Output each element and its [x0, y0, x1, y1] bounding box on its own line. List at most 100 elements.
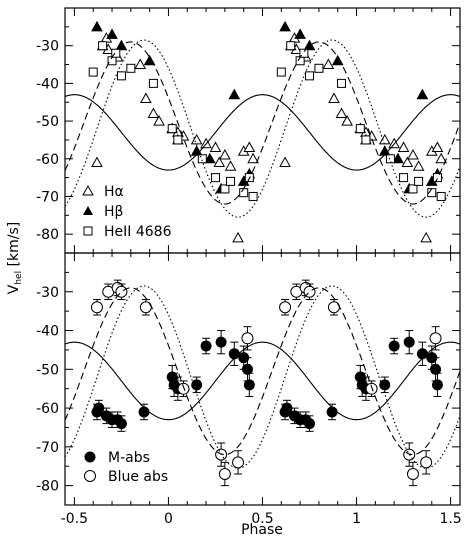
data-point-square-open [314, 63, 324, 73]
top-y-tick-label: -50 [36, 114, 59, 130]
top-y-tick-label: -80 [36, 227, 59, 243]
data-point-circle-filled [200, 340, 212, 352]
data-point-triangle-open [147, 107, 160, 119]
data-point-circle-open [429, 332, 442, 345]
y-axis-label-unit: [km/s] [6, 222, 22, 271]
data-point-triangle-open [328, 92, 340, 103]
data-point-triangle-open [224, 160, 237, 171]
x-axis-label: Phase [241, 522, 283, 538]
data-point-square-open [173, 135, 183, 145]
bottom-dotted-fit-curve [64, 285, 461, 469]
data-point-triangle-open [412, 160, 425, 171]
top-y-tick-label: -40 [36, 76, 59, 92]
data-point-circle-open [420, 456, 433, 469]
data-point-circle-open [177, 382, 190, 395]
data-point-circle-open [279, 301, 292, 314]
data-point-triangle-filled [91, 20, 103, 32]
bottom-y-tick-label: -60 [36, 401, 59, 417]
data-point-triangle-open [190, 133, 203, 145]
x-tick-label: 0.5 [251, 511, 273, 527]
data-point-triangle-filled [228, 88, 241, 100]
data-point-circle-open [406, 467, 419, 480]
data-point-triangle-open [397, 141, 410, 152]
data-point-circle-filled [431, 379, 443, 391]
y-axis-label: Vhel [km/s] [6, 222, 24, 294]
legend-label-blue-abs: Blue abs [108, 469, 168, 485]
bottom-y-tick-label: -30 [36, 285, 59, 301]
data-point-triangle-filled [106, 28, 118, 39]
data-point-square-open [148, 78, 158, 88]
top-y-tick-label: -70 [36, 189, 59, 205]
bottom-y-tick-label: -70 [36, 440, 59, 456]
x-tick-label: -0.5 [61, 511, 88, 527]
data-point-triangle-open [335, 107, 348, 119]
bottom-panel: M-abs Blue abs [64, 252, 461, 506]
data-point-circle-filled [93, 402, 105, 414]
data-point-triangle-filled [303, 39, 316, 51]
data-point-square-open [116, 71, 126, 81]
legend-circle-filled-icon [84, 451, 96, 463]
data-point-triangle-open [322, 58, 335, 70]
data-point-square-open [210, 173, 220, 183]
data-point-triangle-open [219, 148, 231, 160]
data-point-circle-filled [215, 336, 227, 348]
data-point-circle-filled [228, 348, 240, 360]
data-point-square-open [167, 124, 177, 134]
data-point-square-open [414, 176, 424, 186]
data-point-triangle-open [279, 156, 291, 168]
bottom-y-tick-label: -40 [36, 324, 59, 340]
data-point-triangle-open [209, 141, 222, 152]
data-point-circle-filled [115, 418, 127, 430]
data-point-square-open [220, 184, 230, 194]
bottom-dashed-fit-curve [64, 287, 461, 456]
y-axis-label-sub: hel [14, 271, 24, 285]
data-point-square-open [299, 48, 309, 58]
data-point-circle-open [90, 301, 103, 314]
data-point-triangle-open [153, 115, 165, 126]
data-point-triangle-filled [279, 20, 291, 32]
data-point-circle-filled [416, 348, 428, 360]
legend-circle-open-icon [84, 470, 96, 482]
data-point-triangle-open [401, 156, 414, 168]
data-point-circle-open [365, 382, 378, 395]
data-point-triangle-open [435, 152, 448, 164]
data-point-triangle-open [140, 92, 152, 103]
data-point-circle-filled [388, 340, 400, 352]
data-point-square-open [239, 188, 249, 198]
data-point-circle-open [241, 332, 254, 345]
data-point-circle-filled [403, 336, 415, 348]
x-tick-label: 0 [164, 511, 173, 527]
top-y-tick-label: -30 [36, 39, 59, 55]
data-point-triangle-open [243, 141, 256, 152]
data-point-circle-filled [304, 418, 316, 430]
data-point-triangle-open [91, 156, 103, 168]
data-point-circle-filled [241, 363, 253, 375]
data-point-triangle-open [420, 231, 432, 243]
data-point-triangle-filled [115, 39, 128, 51]
data-point-square-open [248, 191, 258, 201]
data-point-square-open [276, 67, 286, 77]
x-tick-label: 1 [352, 511, 361, 527]
data-point-square-open [98, 41, 108, 51]
data-point-circle-filled [243, 379, 255, 391]
x-tick-label: 1.5 [439, 511, 461, 527]
data-point-triangle-open [431, 141, 444, 152]
data-point-square-open [355, 124, 365, 134]
legend-label-heii: HeII 4686 [104, 224, 172, 240]
data-point-square-open [337, 78, 346, 88]
data-point-circle-filled [191, 379, 203, 391]
bottom-solid-fit-curve [64, 341, 461, 421]
data-point-triangle-open [232, 231, 244, 243]
bottom-legend: M-abs Blue abs [84, 450, 168, 485]
data-point-circle-filled [379, 379, 391, 391]
bottom-y-tick-label: -50 [36, 362, 59, 378]
top-dotted-fit-curve [64, 39, 461, 218]
data-point-circle-open [218, 467, 231, 480]
data-point-triangle-open [134, 58, 147, 70]
data-point-square-open [88, 67, 98, 77]
legend-triangle-filled-icon [83, 206, 93, 215]
data-point-square-open [126, 63, 136, 73]
data-point-triangle-open [213, 156, 226, 168]
data-point-triangle-open [407, 148, 419, 160]
